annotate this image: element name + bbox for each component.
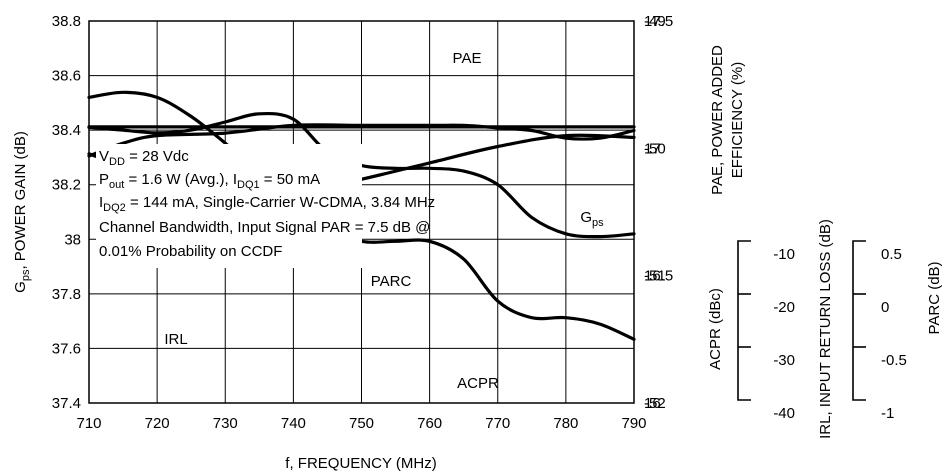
condition-line-1: VDD = 28 Vdc (99, 148, 189, 168)
series-label-irl: IRL (164, 331, 187, 348)
acpr-axis-title: ACPR (dBc) (707, 288, 724, 370)
plot-frame (88, 20, 635, 404)
pae-axis-title-line1: PAE, POWER ADDED (709, 45, 726, 195)
scale-ticks (738, 293, 866, 348)
condition-line-3: IDQ2 = 144 mA, Single-Carrier W-CDMA, 3.… (99, 194, 435, 214)
x-axis-title: f, FREQUENCY (MHz) (285, 455, 436, 472)
series-labels: PAE Gps PARC ACPR IRL (164, 50, 604, 392)
pae-tick-label: 16 (644, 395, 661, 412)
x-tick-label: 770 (485, 415, 510, 432)
condition-line-2: Pout = 1.6 W (Avg.), IDQ1 = 50 mA (99, 171, 320, 191)
y-left-tick-label: 37.4 (52, 395, 81, 412)
x-tick-label: 780 (553, 415, 578, 432)
series-label-acpr: ACPR (457, 375, 499, 392)
parc-tick-label: 0.5 (881, 246, 902, 263)
parc-tick-label: -0.5 (881, 352, 907, 369)
x-tick-label: 740 (281, 415, 306, 432)
x-tick-label: 730 (213, 415, 238, 432)
pae-tick-label: 17.5 (644, 13, 673, 30)
y-left-tick-label: 38.2 (52, 177, 81, 194)
x-tick-label: 750 (349, 415, 374, 432)
pae-tick-label: 16.5 (644, 268, 673, 285)
condition-line-4: Channel Bandwidth, Input Signal PAR = 7.… (99, 219, 430, 236)
condition-line-5: 0.01% Probability on CCDF (99, 243, 282, 260)
irl-scale-bracket (737, 240, 751, 401)
parc-scale-bracket (852, 240, 866, 401)
x-tick-label: 720 (145, 415, 170, 432)
pae-axis-title-line2: EFFICIENCY (%) (729, 62, 746, 178)
x-tick-label: 760 (417, 415, 442, 432)
tick-labels: 710 720 730 740 750 760 770 780 790 37.4 37.6 37.8 3… (52, 13, 907, 432)
irl-tick-label: -10 (773, 246, 795, 263)
parc-tick-label: 0 (881, 299, 889, 316)
x-tick-label: 790 (621, 415, 646, 432)
irl-tick-label: -30 (773, 352, 795, 369)
conditions-background (96, 144, 362, 268)
y-left-tick-label: 38.4 (52, 122, 81, 139)
x-tick-label: 710 (76, 415, 101, 432)
series-label-pae: PAE (453, 50, 482, 67)
irl-axis-title: IRL, INPUT RETURN LOSS (dB) (817, 219, 834, 439)
acpr-tick-label: -51 (644, 268, 666, 285)
y-left-tick-label: 37.6 (52, 340, 81, 357)
parc-tick-label: -1 (881, 405, 894, 422)
irl-tick-label: -20 (773, 299, 795, 316)
y-axis-left-title: Gps, POWER GAIN (dB) (12, 131, 32, 293)
pae-tick-label: 17 (644, 140, 661, 157)
irl-tick-label: -40 (773, 405, 795, 422)
series-label-parc: PARC (371, 273, 412, 290)
series-label-gps: Gps (580, 209, 604, 229)
y-left-tick-label: 37.8 (52, 286, 81, 303)
conditions-box: VDD = 28 Vdc Pout = 1.6 W (Avg.), IDQ1 =… (96, 144, 435, 268)
y-left-tick-label: 38.6 (52, 68, 81, 85)
acpr-tick-label: -52 (644, 395, 666, 412)
acpr-tick-label: -50 (644, 140, 666, 157)
acpr-tick-label: -49 (644, 13, 666, 30)
parc-axis-title: PARC (dB) (926, 261, 943, 334)
y-left-tick-label: 38 (64, 231, 81, 248)
y-left-tick-label: 38.8 (52, 13, 81, 30)
